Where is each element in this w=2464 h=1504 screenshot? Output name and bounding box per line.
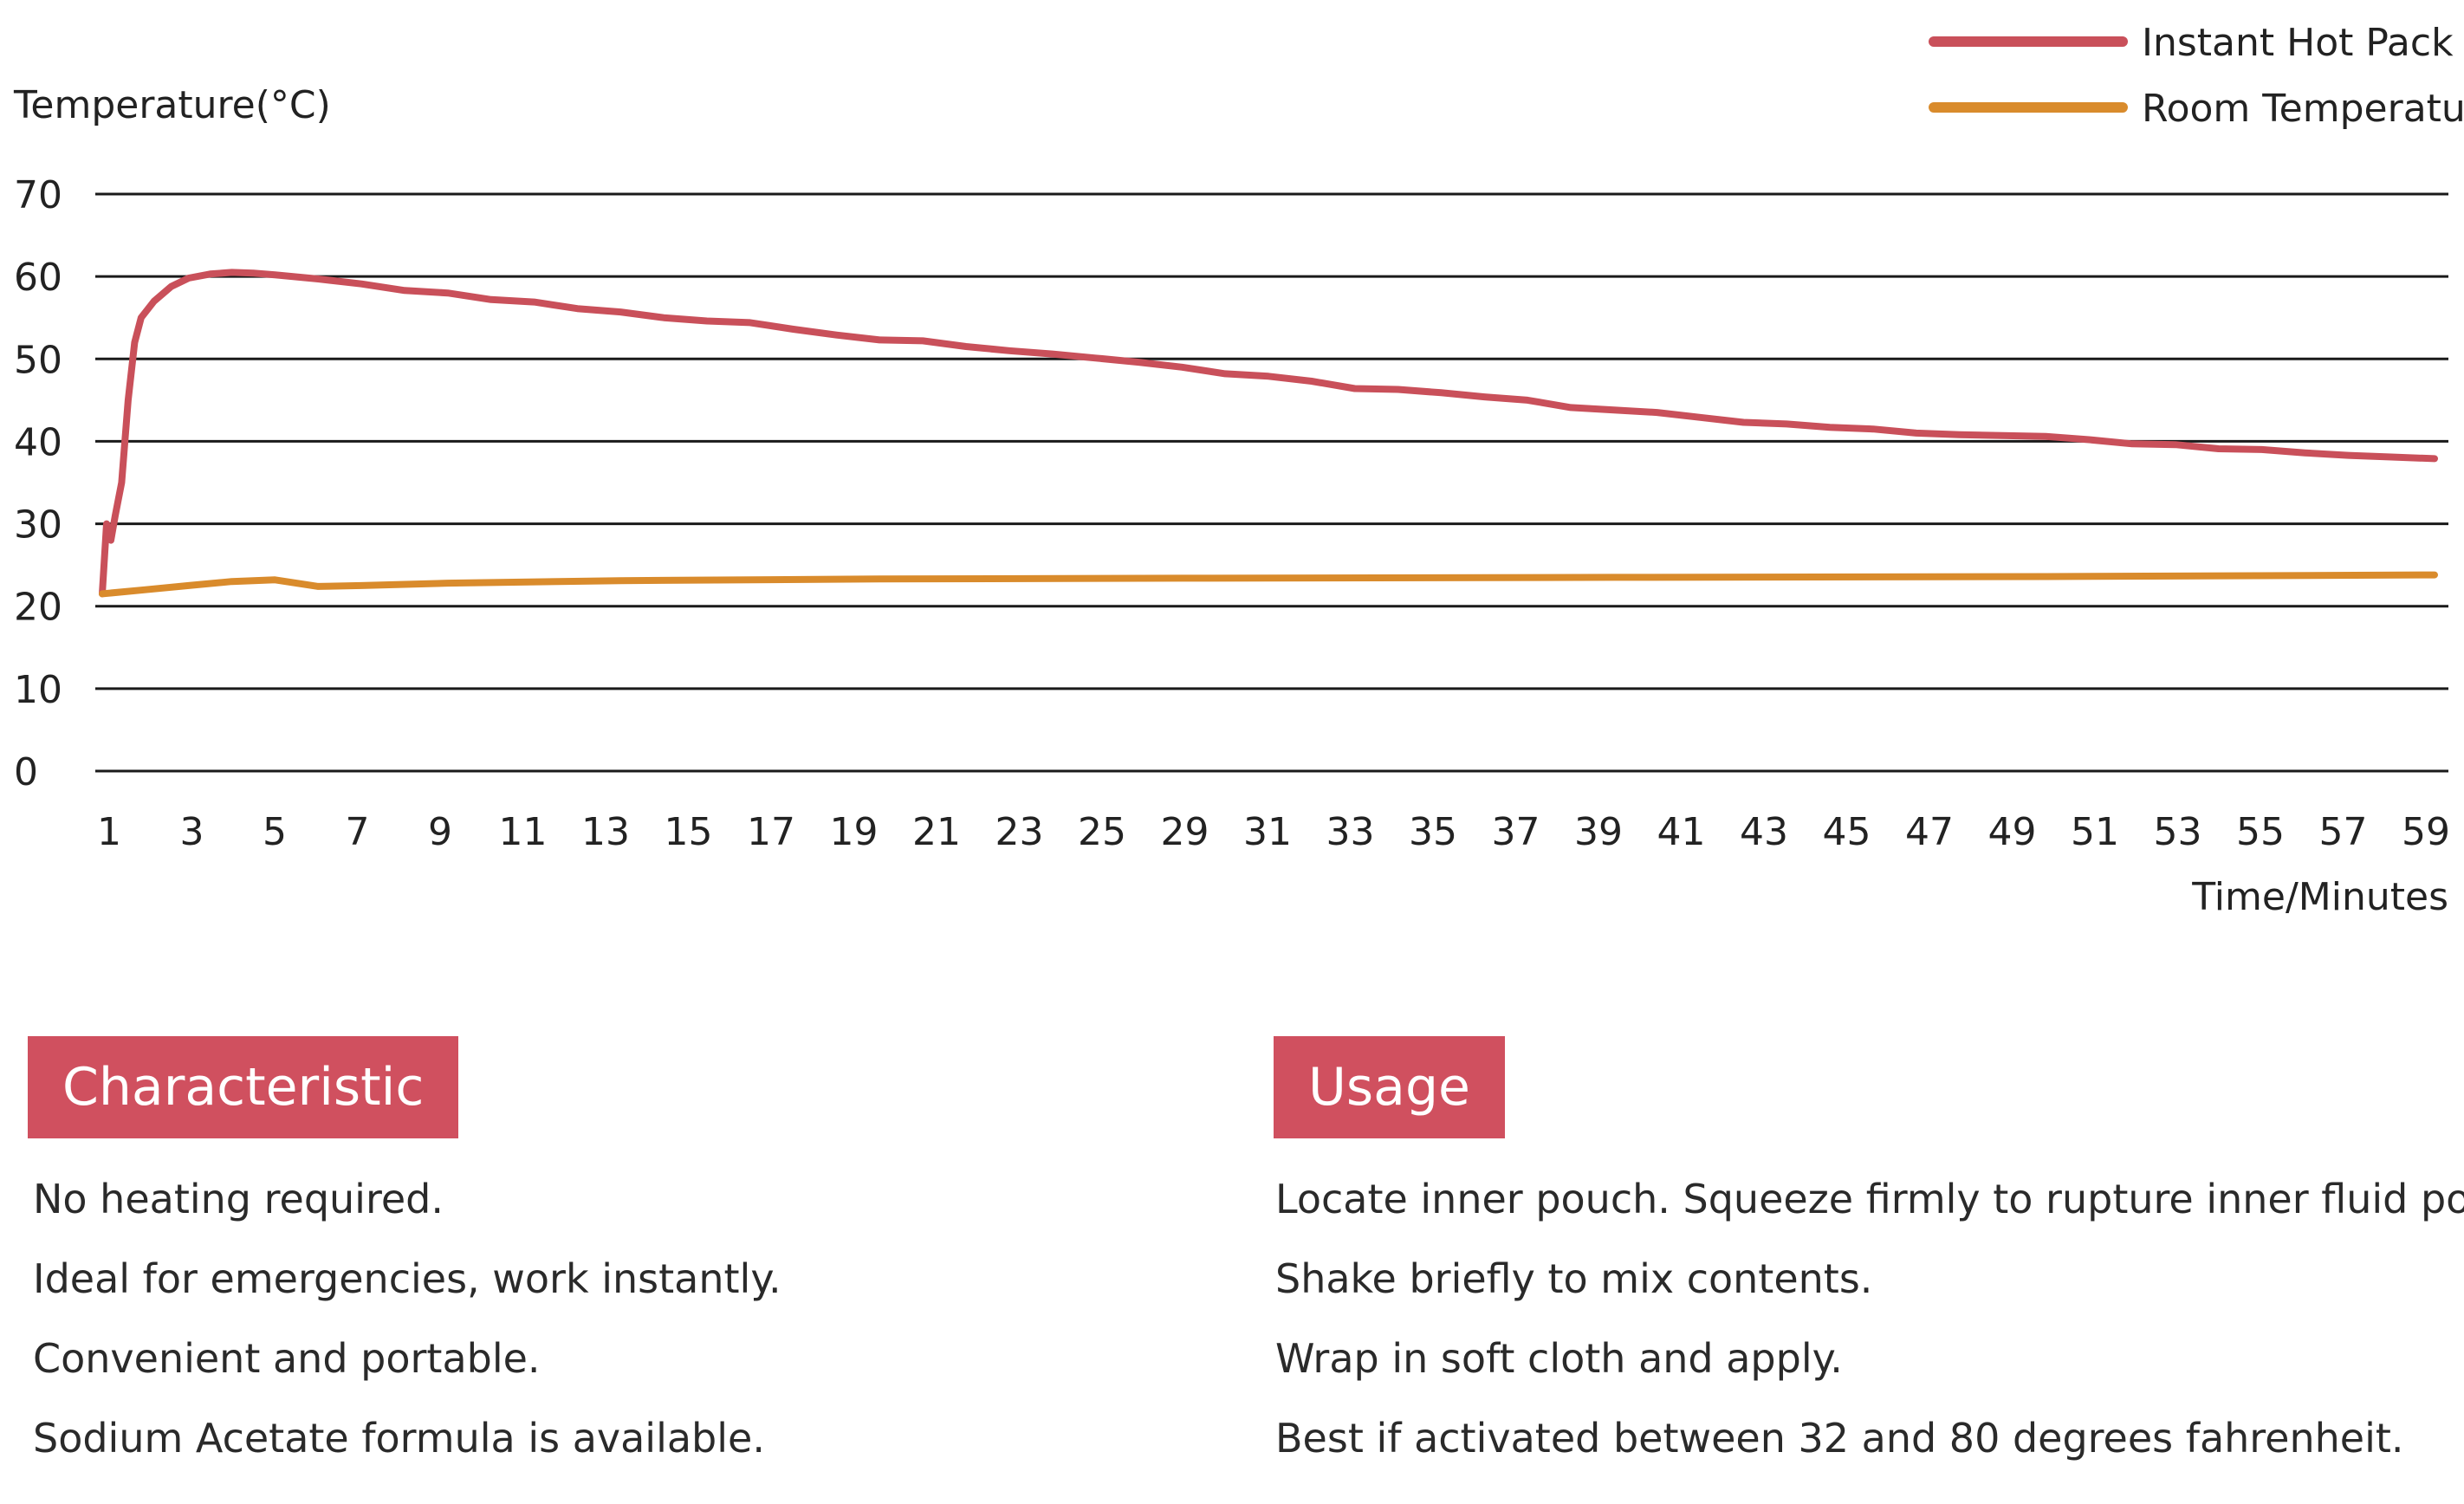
- y-tick-label: 30: [14, 503, 62, 548]
- characteristic-item: Ideal for emergencies, work instantly.: [33, 1255, 781, 1302]
- x-tick-label: 9: [428, 810, 452, 854]
- x-tick-label: 59: [2402, 810, 2450, 854]
- x-tick-label: 7: [346, 810, 370, 854]
- x-tick-label: 37: [1492, 810, 1540, 854]
- x-tick-label: 49: [1988, 810, 2037, 854]
- x-tick-label: 39: [1574, 810, 1623, 854]
- x-tick-label: 45: [1823, 810, 1871, 854]
- y-axis-label: Temperature(°C): [13, 83, 331, 127]
- usage-item: Wrap in soft cloth and apply.: [1275, 1335, 1843, 1382]
- legend-label: Instant Hot Pack: [2142, 21, 2454, 65]
- x-tick-label: 5: [263, 810, 287, 854]
- x-tick-label: 15: [665, 810, 713, 854]
- x-tick-label: 57: [2319, 810, 2368, 854]
- x-tick-label: 51: [2071, 810, 2119, 854]
- x-tick-label: 41: [1657, 810, 1706, 854]
- y-tick-label: 70: [14, 173, 62, 217]
- x-tick-label: 47: [1905, 810, 1954, 854]
- characteristic-item: Sodium Acetate formula is available.: [33, 1415, 765, 1462]
- y-tick-label: 0: [14, 750, 38, 794]
- series-line-instant-hot-pack: [99, 269, 2438, 598]
- x-tick-label: 29: [1161, 810, 1209, 854]
- x-tick-label: 1: [97, 810, 121, 854]
- series-line-room-temperature: [99, 571, 2438, 598]
- y-tick-label: 20: [14, 586, 62, 630]
- x-axis-label: Time/Minutes: [2191, 875, 2448, 919]
- y-tick-label: 50: [14, 338, 62, 382]
- x-tick-label: 35: [1409, 810, 1457, 854]
- x-tick-label: 19: [830, 810, 879, 854]
- x-tick-label: 3: [180, 810, 204, 854]
- legend: Instant Hot Pack Room Temperature: [1929, 21, 2464, 131]
- y-tick-label: 40: [14, 420, 62, 464]
- characteristic-list: No heating required. Ideal for emergenci…: [33, 1159, 781, 1478]
- x-tick-label: 13: [581, 810, 630, 854]
- x-tick-label: 17: [747, 810, 795, 854]
- usage-title: Usage: [1274, 1036, 1505, 1138]
- x-tick-label: 43: [1740, 810, 1788, 854]
- characteristic-item: No heating required.: [33, 1176, 444, 1222]
- grid-lines: [95, 192, 2448, 773]
- x-tick-label: 55: [2236, 810, 2285, 854]
- x-tick-label: 25: [1078, 810, 1126, 854]
- x-tick-label: 11: [499, 810, 548, 854]
- characteristic-title: Characteristic: [28, 1036, 459, 1138]
- x-tick-label: 33: [1326, 810, 1375, 854]
- x-tick-label: 23: [995, 810, 1044, 854]
- usage-item: Best if activated between 32 and 80 degr…: [1275, 1415, 2404, 1462]
- usage-item: Locate inner pouch. Squeeze firmly to ru…: [1275, 1176, 2464, 1222]
- characteristic-item: Convenient and portable.: [33, 1335, 541, 1382]
- y-tick-label: 10: [14, 668, 62, 712]
- y-tick-labels: 0 10 20 30 40 50 60 70: [14, 173, 62, 794]
- usage-item: Shake briefly to mix contents.: [1275, 1255, 1873, 1302]
- series-lines: [99, 269, 2438, 598]
- x-tick-label: 53: [2154, 810, 2202, 854]
- x-tick-label: 31: [1243, 810, 1292, 854]
- y-tick-label: 60: [14, 256, 62, 300]
- usage-list: Locate inner pouch. Squeeze firmly to ru…: [1275, 1159, 2464, 1478]
- x-tick-label: 21: [912, 810, 961, 854]
- legend-label: Room Temperature: [2142, 87, 2464, 131]
- x-tick-labels: 1 3 5 7 9 11 13 15 17 19 21 23 25 29 31 33 35 37 39 41 43 45 4…: [97, 810, 2450, 854]
